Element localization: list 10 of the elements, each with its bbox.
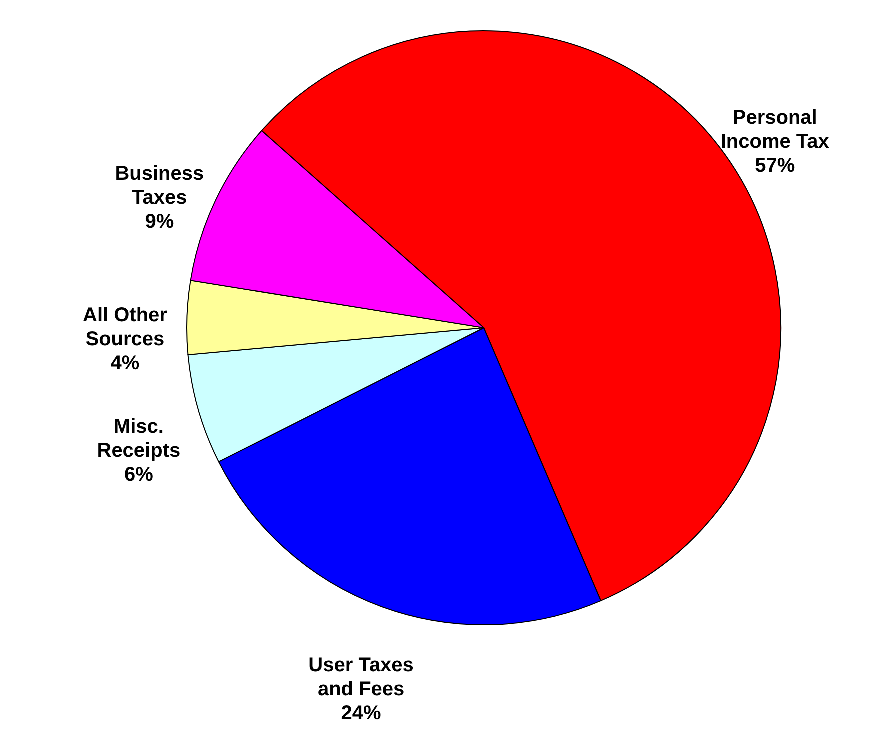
slice-label: Business Taxes <box>115 163 204 210</box>
data-label: 57% <box>755 154 796 177</box>
data-label: 24% <box>341 702 382 724</box>
slice-label: Personal Income Tax <box>720 106 830 153</box>
data-label: 9% <box>145 211 174 234</box>
slice-label: User Taxes and Fees <box>308 654 414 700</box>
slice-label: All Other Sources <box>82 304 168 351</box>
data-label: 6% <box>124 464 154 486</box>
slice-label: Misc. Receipts <box>97 416 181 462</box>
data-label: 4% <box>110 352 140 375</box>
